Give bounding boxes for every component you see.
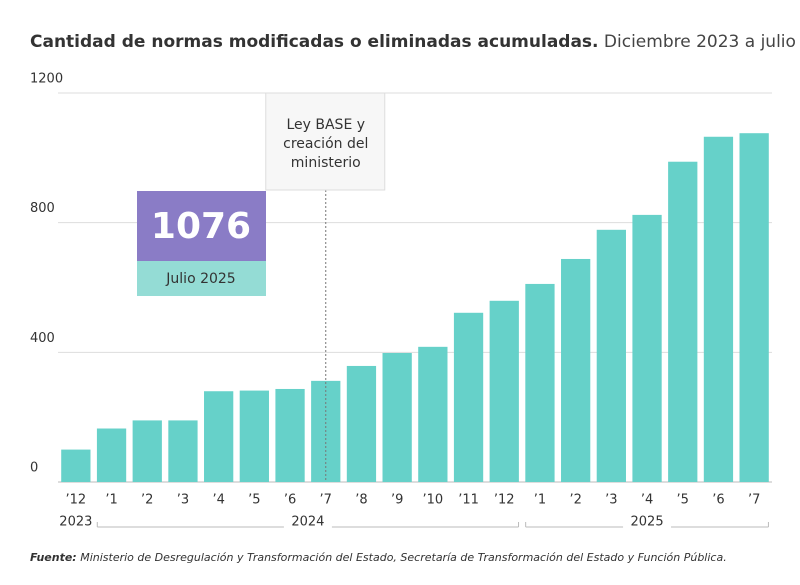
highlight-label-box — [137, 261, 266, 296]
bar — [132, 420, 162, 482]
x-tick-label: ’1 — [534, 493, 546, 508]
bar — [204, 391, 234, 482]
x-tick-label: ’3 — [177, 493, 189, 508]
x-tick-label: ’6 — [712, 493, 724, 508]
bar — [239, 390, 269, 482]
annotation-text: Ley BASE y — [286, 117, 365, 133]
bar — [346, 365, 377, 482]
bar — [489, 300, 519, 482]
x-tick-label: ’2 — [569, 493, 581, 508]
x-tick-label: ’1 — [105, 493, 117, 508]
bar — [382, 352, 412, 482]
chart-title: Cantidad de normas modificadas o elimina… — [30, 32, 800, 52]
annotation-text: creación del — [283, 136, 368, 152]
highlight-label: Julio 2025 — [165, 271, 235, 287]
bar — [561, 258, 591, 482]
y-tick-label: 1200 — [30, 72, 63, 87]
title: Cantidad de normas modificadas o elimina… — [30, 32, 599, 52]
x-tick-label: ’2 — [141, 493, 153, 508]
bar — [525, 283, 555, 482]
x-tick-label: ’12 — [66, 493, 87, 508]
bar — [96, 428, 127, 482]
highlight-box — [137, 191, 266, 261]
bar — [418, 346, 448, 482]
x-tick-label: ’5 — [677, 493, 689, 508]
bar — [168, 420, 198, 482]
bar — [632, 214, 662, 483]
x-tick-label: ’6 — [284, 493, 296, 508]
annotation-text: ministerio — [291, 155, 361, 171]
x-tick-label: ’11 — [458, 493, 479, 508]
annotation-box — [265, 92, 386, 191]
bar — [596, 229, 626, 482]
x-tick-label: ’7 — [320, 493, 332, 508]
year-label: 2023 — [59, 515, 92, 530]
highlight-value: 1076 — [151, 206, 251, 247]
bar — [453, 312, 484, 482]
x-tick-label: ’8 — [355, 493, 367, 508]
x-tick-label: ’9 — [391, 493, 403, 508]
bar — [61, 449, 91, 482]
source-note: Fuente: Ministerio de Desregulación y Tr… — [30, 551, 727, 564]
year-label: 2024 — [291, 515, 324, 530]
x-tick-label: ’4 — [641, 493, 653, 508]
x-tick-label: ’5 — [248, 493, 260, 508]
bar — [739, 133, 769, 483]
source-label: Fuente: — [30, 551, 77, 564]
x-tick-label: ’7 — [748, 493, 760, 508]
y-tick-label: 800 — [30, 201, 55, 216]
x-tick-label: ’4 — [212, 493, 224, 508]
y-tick-label: 0 — [30, 461, 38, 476]
year-label: 2025 — [631, 515, 664, 530]
bar — [668, 161, 698, 482]
bar — [703, 136, 734, 482]
y-tick-label: 400 — [30, 331, 55, 346]
source: Ministerio de Desregulación y Transforma… — [80, 551, 727, 564]
subtitle: Diciembre 2023 a julio 2025 — [604, 32, 800, 52]
x-tick-label: ’12 — [494, 493, 515, 508]
x-tick-label: ’10 — [423, 493, 444, 508]
bar — [275, 388, 305, 482]
x-tick-label: ’3 — [605, 493, 617, 508]
